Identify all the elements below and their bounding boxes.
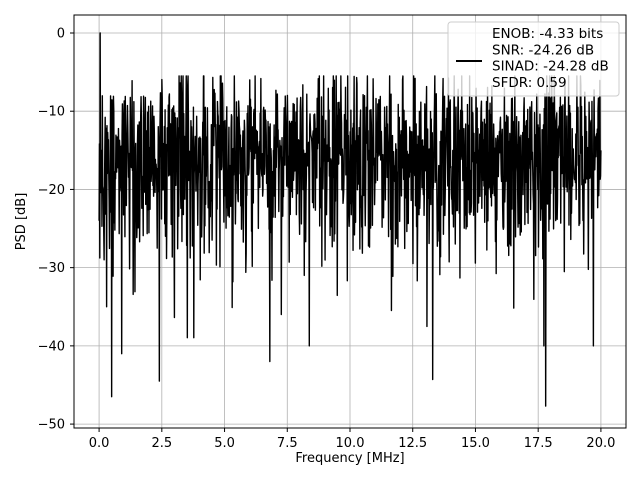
x-tick-label: 10.0 [336, 436, 365, 451]
legend: ENOB: -4.33 bits SNR: -24.26 dB SINAD: -… [447, 21, 620, 97]
x-tick-label: 0.0 [89, 436, 110, 451]
y-tick-label: −20 [38, 183, 65, 198]
x-tick-label: 12.5 [398, 436, 427, 451]
y-axis-ticks: 0 −10 −20 −30 −40 −50 [38, 26, 74, 433]
y-axis-label: PSD [dB] [14, 193, 29, 251]
legend-enob: ENOB: -4.33 bits [492, 26, 603, 42]
y-tick-label: −10 [38, 105, 65, 120]
legend-sfdr: SFDR: 0.59 [492, 75, 567, 91]
legend-sinad: SINAD: -24.28 dB [492, 59, 609, 75]
psd-series-path [98, 32, 602, 407]
x-tick-label: 17.5 [524, 436, 553, 451]
x-tick-label: 2.5 [151, 436, 172, 451]
y-tick-label: 0 [57, 26, 65, 41]
y-tick-label: −50 [38, 418, 65, 433]
x-tick-label: 20.0 [586, 436, 615, 451]
x-tick-label: 15.0 [461, 436, 490, 451]
x-axis-ticks: 0.0 2.5 5.0 7.5 10.0 12.5 15.0 17.5 20.0 [89, 428, 615, 451]
x-tick-label: 7.5 [277, 436, 298, 451]
y-tick-label: −30 [38, 261, 65, 276]
x-axis-label: Frequency [MHz] [295, 451, 404, 466]
legend-snr: SNR: -24.26 dB [492, 42, 594, 58]
psd-line [98, 32, 602, 407]
legend-box [447, 21, 620, 97]
x-tick-label: 5.0 [214, 436, 235, 451]
y-tick-label: −40 [38, 339, 65, 354]
